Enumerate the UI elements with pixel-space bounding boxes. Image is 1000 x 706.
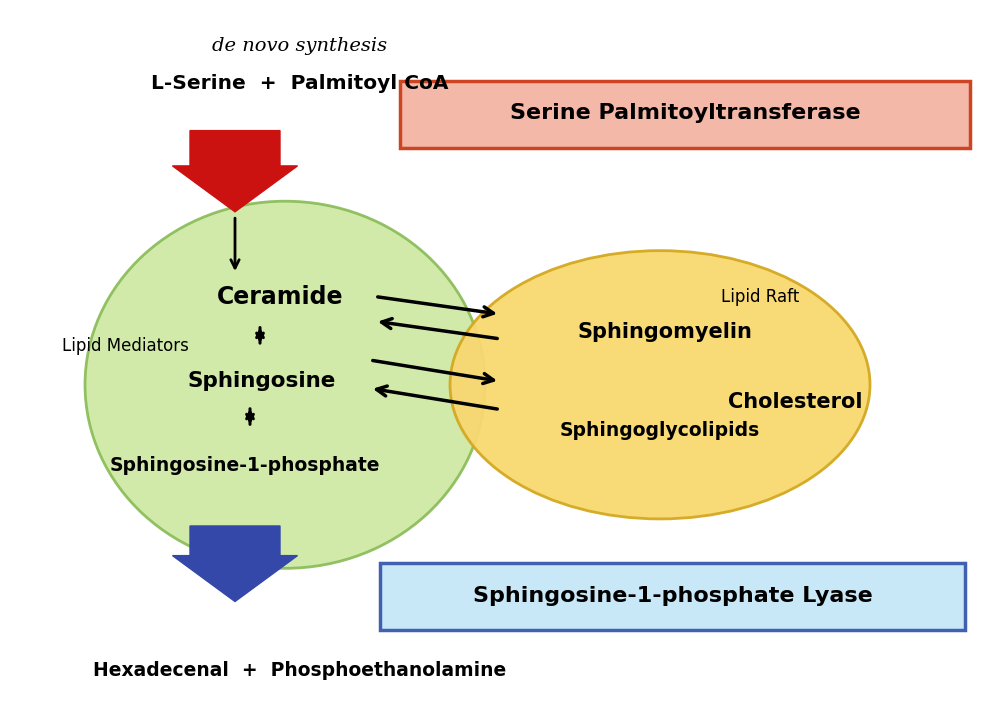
Text: Sphingosine-1-phosphate Lyase: Sphingosine-1-phosphate Lyase xyxy=(473,586,873,606)
Text: L-Serine  +  Palmitoyl CoA: L-Serine + Palmitoyl CoA xyxy=(151,74,449,92)
Text: Lipid Raft: Lipid Raft xyxy=(721,287,799,306)
FancyBboxPatch shape xyxy=(400,81,970,148)
Text: Cholesterol: Cholesterol xyxy=(728,393,862,412)
Text: Sphingosine: Sphingosine xyxy=(188,371,336,391)
FancyArrow shape xyxy=(172,526,297,602)
Text: Sphingosine-1-phosphate: Sphingosine-1-phosphate xyxy=(110,457,380,475)
Text: Sphingomyelin: Sphingomyelin xyxy=(578,322,752,342)
Text: Ceramide: Ceramide xyxy=(217,285,343,309)
FancyArrow shape xyxy=(172,131,297,212)
FancyBboxPatch shape xyxy=(380,563,965,630)
Ellipse shape xyxy=(450,251,870,519)
Text: Sphingoglycolipids: Sphingoglycolipids xyxy=(560,421,760,440)
Text: Lipid Mediators: Lipid Mediators xyxy=(62,337,189,355)
Text: Serine Palmitoyltransferase: Serine Palmitoyltransferase xyxy=(510,103,860,123)
Ellipse shape xyxy=(85,201,485,568)
Text: de novo synthesis: de novo synthesis xyxy=(212,37,388,55)
Text: Hexadecenal  +  Phosphoethanolamine: Hexadecenal + Phosphoethanolamine xyxy=(93,662,507,680)
